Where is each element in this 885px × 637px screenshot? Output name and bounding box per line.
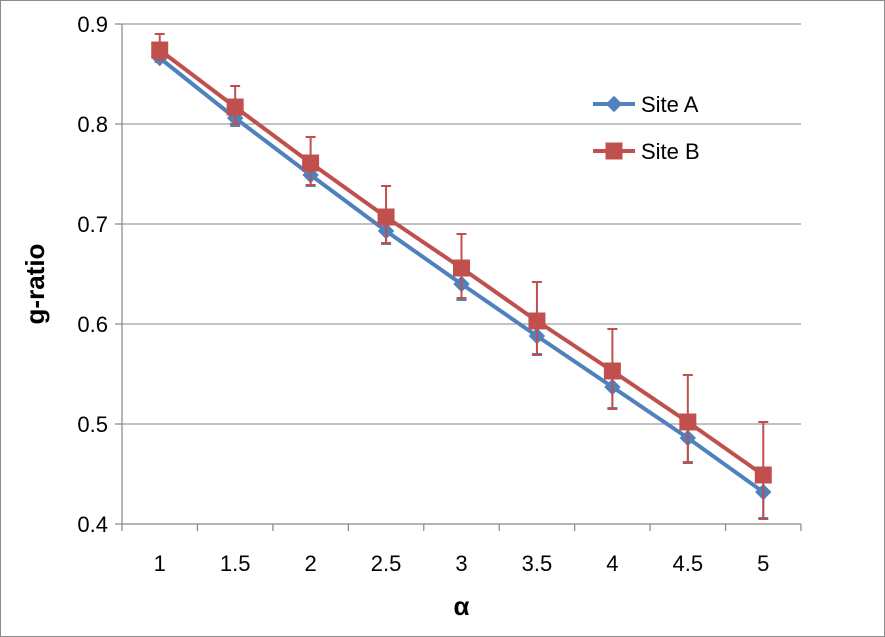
x-axis-title: α	[454, 591, 470, 621]
y-tick-label: 0.6	[77, 312, 108, 337]
square-marker	[302, 154, 320, 172]
square-marker	[226, 98, 244, 116]
x-tick-label: 2	[304, 551, 316, 576]
y-tick-label: 0.8	[77, 112, 108, 137]
square-marker	[603, 362, 621, 380]
x-tick-label: 3	[455, 551, 467, 576]
legend-label: Site A	[641, 92, 699, 117]
data-series	[151, 33, 772, 520]
y-axis-title: g-ratio	[20, 244, 50, 325]
legend-label: Site B	[641, 139, 700, 164]
x-tick-label: 4.5	[673, 551, 704, 576]
x-tick-label: 1	[154, 551, 166, 576]
x-tick-label: 5	[757, 551, 769, 576]
legend: Site A Site B	[593, 92, 700, 164]
axes	[121, 24, 801, 525]
y-tick-label: 0.7	[77, 212, 108, 237]
diamond-marker	[605, 95, 623, 113]
x-tick-label: 2.5	[371, 551, 402, 576]
x-tick-label: 4	[606, 551, 618, 576]
square-marker	[679, 413, 697, 431]
legend-item: Site B	[593, 139, 700, 164]
square-marker	[605, 142, 623, 160]
y-tick-label: 0.5	[77, 412, 108, 437]
y-tick-label: 0.4	[77, 512, 108, 537]
markers	[151, 41, 772, 484]
legend-item: Site A	[593, 92, 699, 117]
gridlines	[122, 23, 801, 425]
square-marker	[754, 466, 772, 484]
x-tick-label: 3.5	[522, 551, 553, 576]
square-marker	[453, 259, 470, 277]
y-axis-ticks: 0.4 0.5 0.6 0.7 0.8 0.9	[77, 12, 122, 537]
x-tick-label: 1.5	[220, 551, 251, 576]
square-marker	[151, 41, 169, 59]
series-2	[151, 33, 772, 520]
y-tick-label: 0.9	[77, 12, 108, 37]
square-marker	[528, 312, 546, 330]
square-marker	[377, 208, 395, 226]
x-axis-ticks: 1 1.5 2 2.5 3 3.5 4 4.5 5	[121, 524, 802, 576]
